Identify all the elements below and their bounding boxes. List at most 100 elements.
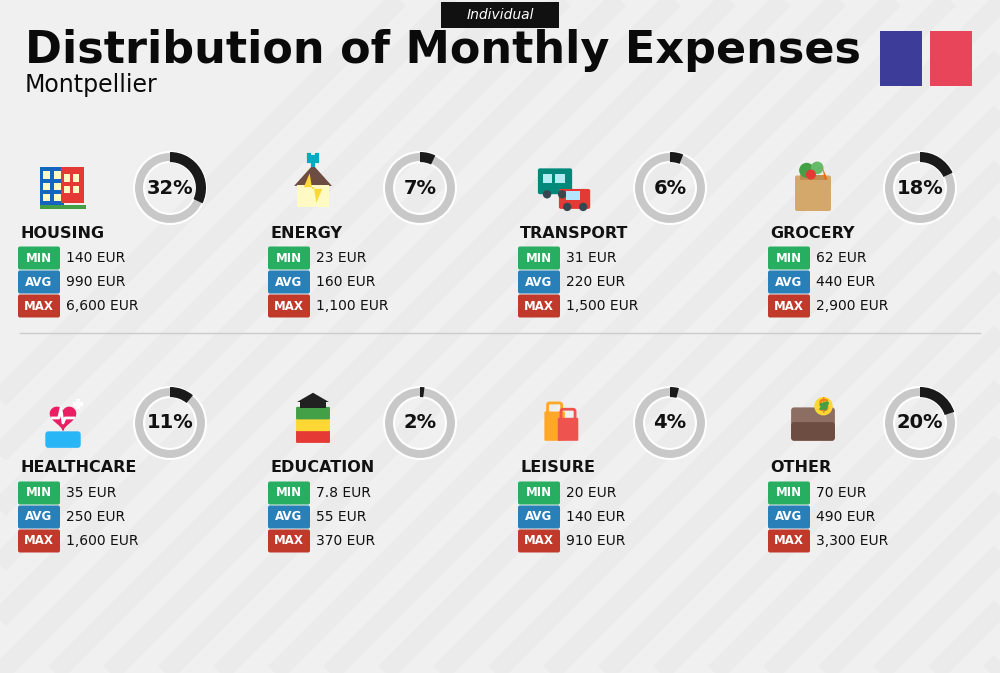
FancyBboxPatch shape (54, 171, 61, 179)
FancyBboxPatch shape (800, 176, 826, 180)
Text: 1,100 EUR: 1,100 EUR (316, 299, 388, 313)
Text: 2%: 2% (403, 413, 437, 433)
Text: 7%: 7% (404, 178, 436, 197)
FancyBboxPatch shape (73, 186, 79, 193)
Text: MAX: MAX (524, 534, 554, 548)
Text: 62 EUR: 62 EUR (816, 251, 866, 265)
FancyBboxPatch shape (566, 191, 580, 200)
Text: 32%: 32% (147, 178, 193, 197)
Text: 160 EUR: 160 EUR (316, 275, 375, 289)
Text: MAX: MAX (274, 534, 304, 548)
FancyBboxPatch shape (795, 176, 831, 211)
Text: 140 EUR: 140 EUR (66, 251, 125, 265)
Text: 23 EUR: 23 EUR (316, 251, 366, 265)
Wedge shape (884, 387, 956, 459)
Text: 20%: 20% (897, 413, 943, 433)
Circle shape (563, 203, 571, 211)
FancyBboxPatch shape (268, 295, 310, 318)
Text: LEISURE: LEISURE (520, 460, 595, 476)
Wedge shape (420, 152, 435, 164)
Wedge shape (134, 152, 206, 224)
FancyBboxPatch shape (768, 295, 810, 318)
Text: MAX: MAX (524, 299, 554, 312)
Text: 990 EUR: 990 EUR (66, 275, 125, 289)
FancyBboxPatch shape (43, 171, 50, 179)
FancyBboxPatch shape (18, 295, 60, 318)
FancyBboxPatch shape (768, 481, 810, 505)
Text: MIN: MIN (276, 487, 302, 499)
FancyBboxPatch shape (268, 505, 310, 528)
Text: MAX: MAX (24, 299, 54, 312)
Text: AVG: AVG (25, 511, 53, 524)
Text: AVG: AVG (275, 511, 303, 524)
Text: HOUSING: HOUSING (20, 225, 104, 240)
FancyBboxPatch shape (18, 481, 60, 505)
Circle shape (811, 162, 824, 174)
FancyBboxPatch shape (768, 505, 810, 528)
Text: 220 EUR: 220 EUR (566, 275, 625, 289)
Polygon shape (294, 165, 332, 186)
FancyBboxPatch shape (518, 246, 560, 269)
Circle shape (799, 163, 814, 178)
Text: $: $ (818, 397, 829, 415)
Text: Distribution of Monthly Expenses: Distribution of Monthly Expenses (25, 30, 861, 73)
Wedge shape (170, 152, 206, 203)
Text: AVG: AVG (525, 275, 553, 289)
Text: 35 EUR: 35 EUR (66, 486, 116, 500)
Text: ENERGY: ENERGY (270, 225, 342, 240)
Text: MAX: MAX (274, 299, 304, 312)
Wedge shape (920, 152, 953, 177)
Text: MAX: MAX (24, 534, 54, 548)
Text: MIN: MIN (776, 252, 802, 264)
FancyBboxPatch shape (880, 30, 922, 85)
FancyBboxPatch shape (296, 407, 330, 419)
Text: 2,900 EUR: 2,900 EUR (816, 299, 888, 313)
FancyBboxPatch shape (538, 168, 572, 194)
FancyBboxPatch shape (18, 271, 60, 293)
Wedge shape (384, 387, 456, 459)
Text: MIN: MIN (26, 487, 52, 499)
Wedge shape (384, 152, 456, 224)
Text: 490 EUR: 490 EUR (816, 510, 875, 524)
FancyBboxPatch shape (543, 174, 552, 183)
Text: 6%: 6% (653, 178, 687, 197)
Polygon shape (297, 393, 329, 402)
Text: 70 EUR: 70 EUR (816, 486, 866, 500)
Circle shape (806, 170, 816, 180)
FancyBboxPatch shape (45, 431, 81, 448)
Text: OTHER: OTHER (770, 460, 831, 476)
FancyBboxPatch shape (518, 271, 560, 293)
Wedge shape (884, 152, 956, 224)
Wedge shape (670, 152, 683, 164)
Wedge shape (920, 387, 954, 415)
Circle shape (543, 190, 551, 199)
FancyBboxPatch shape (18, 530, 60, 553)
FancyBboxPatch shape (768, 271, 810, 293)
Text: EDUCATION: EDUCATION (270, 460, 374, 476)
FancyBboxPatch shape (768, 530, 810, 553)
Circle shape (558, 190, 566, 199)
Text: 11%: 11% (147, 413, 193, 433)
FancyBboxPatch shape (296, 419, 330, 431)
FancyBboxPatch shape (18, 505, 60, 528)
FancyBboxPatch shape (518, 505, 560, 528)
FancyBboxPatch shape (297, 185, 329, 207)
Text: MIN: MIN (26, 252, 52, 264)
FancyBboxPatch shape (43, 182, 50, 190)
FancyBboxPatch shape (268, 271, 310, 293)
Text: Individual: Individual (466, 8, 534, 22)
FancyBboxPatch shape (930, 30, 972, 85)
FancyBboxPatch shape (54, 194, 61, 201)
Text: MIN: MIN (276, 252, 302, 264)
Text: 1,500 EUR: 1,500 EUR (566, 299, 638, 313)
Text: 4%: 4% (653, 413, 687, 433)
FancyBboxPatch shape (791, 407, 835, 441)
FancyBboxPatch shape (64, 174, 70, 182)
Text: 31 EUR: 31 EUR (566, 251, 616, 265)
Text: MAX: MAX (774, 299, 804, 312)
Text: 250 EUR: 250 EUR (66, 510, 125, 524)
Polygon shape (50, 407, 76, 430)
FancyBboxPatch shape (268, 246, 310, 269)
FancyBboxPatch shape (64, 186, 70, 193)
FancyBboxPatch shape (544, 411, 565, 441)
